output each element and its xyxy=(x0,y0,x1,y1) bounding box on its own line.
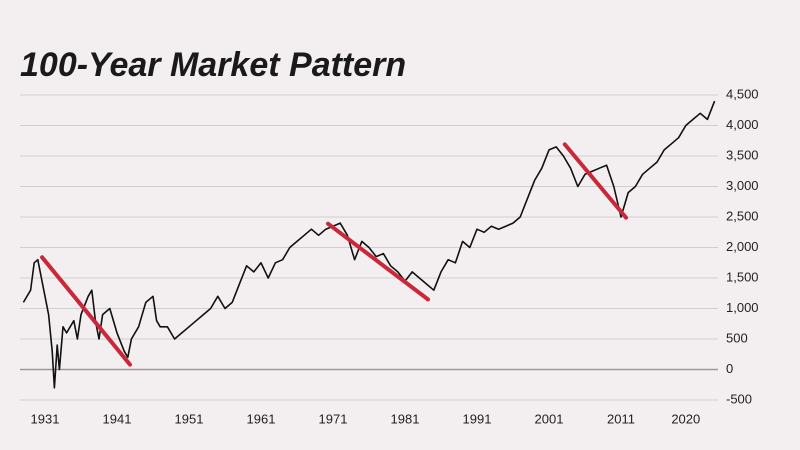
y-tick-label: 2,500 xyxy=(726,208,759,223)
x-tick-label: 1941 xyxy=(103,411,132,426)
x-tick-label: 2011 xyxy=(607,411,635,426)
y-tick-label: 500 xyxy=(726,330,748,345)
x-tick-label: 1951 xyxy=(175,411,204,426)
x-tick-label: 2001 xyxy=(535,411,564,426)
trend-line xyxy=(40,255,132,367)
x-tick-label: 1961 xyxy=(247,411,276,426)
y-tick-label: 2,000 xyxy=(726,239,759,254)
x-tick-label: 1931 xyxy=(31,411,60,426)
chart-title: 100-Year Market Pattern xyxy=(20,46,406,84)
trend-line xyxy=(562,142,628,220)
market-line xyxy=(22,100,716,389)
y-tick-label: 1,000 xyxy=(726,300,759,315)
y-tick-label: 0 xyxy=(726,361,733,376)
y-tick-label: 3,500 xyxy=(726,147,759,162)
x-tick-label: 1991 xyxy=(463,411,492,426)
y-tick-label: 3,000 xyxy=(726,178,759,193)
y-tick-label: 1,500 xyxy=(726,269,759,284)
y-tick-label: 4,500 xyxy=(726,86,759,101)
x-tick-label: 1981 xyxy=(391,411,420,426)
x-tick-label: 2020 xyxy=(671,411,700,426)
trend-line xyxy=(326,221,430,302)
x-tick-label: 1971 xyxy=(319,411,348,426)
y-tick-label: -500 xyxy=(726,391,752,406)
y-tick-label: 4,000 xyxy=(726,117,759,132)
